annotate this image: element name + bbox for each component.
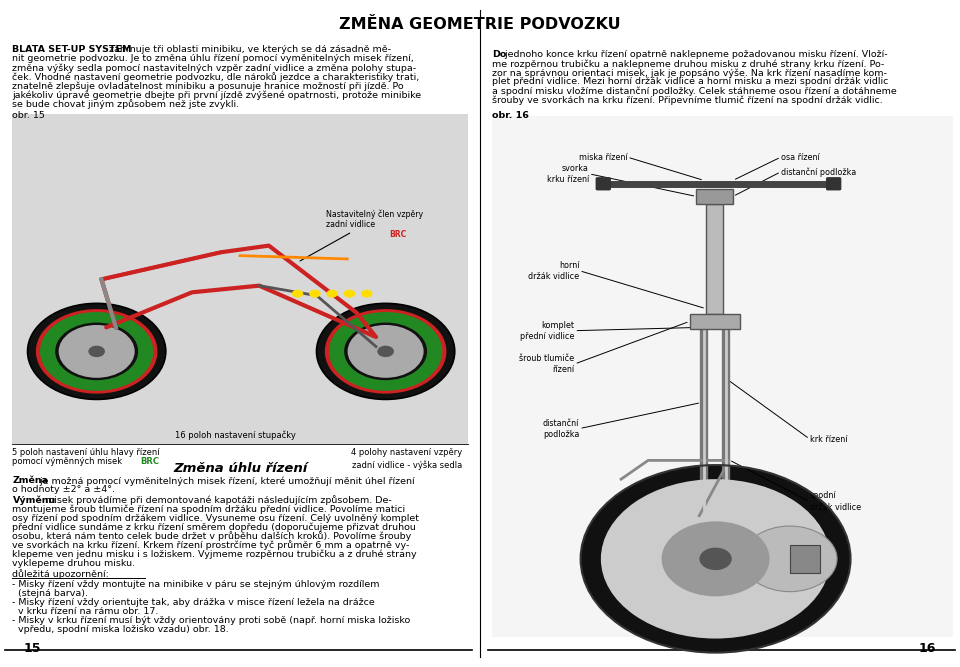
Circle shape: [348, 325, 423, 378]
FancyBboxPatch shape: [706, 204, 723, 314]
Circle shape: [344, 323, 427, 380]
Text: ček. Vhodné nastavení geometrie podvozku, dle nároků jezdce a charakteristiky tr: ček. Vhodné nastavení geometrie podvozku…: [12, 72, 420, 82]
Text: spodní
držák vidlice: spodní držák vidlice: [809, 492, 861, 512]
Circle shape: [601, 479, 830, 638]
Text: a spodní misku vložíme distanční podložky. Celek stáhneme osou řízení a dotáhnem: a spodní misku vložíme distanční podložk…: [492, 86, 898, 95]
Text: plet přední vidlice. Mezi horní držák vidlice a horní misku a mezi spodní držák : plet přední vidlice. Mezi horní držák vi…: [492, 77, 889, 86]
Text: Změna: Změna: [12, 476, 48, 485]
Text: svorka
krku řízení: svorka krku řízení: [546, 163, 588, 184]
Text: BLATA SET-UP SYSTEM: BLATA SET-UP SYSTEM: [12, 45, 135, 54]
FancyBboxPatch shape: [492, 116, 953, 637]
Circle shape: [55, 323, 138, 380]
Text: Výměnu: Výměnu: [12, 496, 56, 505]
Text: komplet
přední vidlice: komplet přední vidlice: [520, 321, 574, 341]
Text: se bude chovat jiným způsobem než jste zvykli.: se bude chovat jiným způsobem než jste z…: [12, 99, 240, 109]
FancyBboxPatch shape: [790, 545, 820, 573]
Text: BRC: BRC: [140, 457, 159, 466]
FancyBboxPatch shape: [696, 189, 732, 204]
Text: zor na správnou orientaci misek, jak je popsáno výše. Na krk řízení nasadíme kom: zor na správnou orientaci misek, jak je …: [492, 68, 887, 77]
Text: Změna úhlu řízení: Změna úhlu řízení: [173, 462, 307, 475]
Text: 16 poloh nastavení stupačky: 16 poloh nastavení stupačky: [175, 430, 296, 440]
Text: jakékoliv úpravě geometrie dbejte při první jízdě zvýšené opatrnosti, protože mi: jakékoliv úpravě geometrie dbejte při pr…: [12, 90, 421, 100]
Circle shape: [377, 346, 394, 357]
Text: ve svorkách na krku řízení. Krkem řízení prostrčíme tyč průměr 6 mm a opatrně vy: ve svorkách na krku řízení. Krkem řízení…: [12, 541, 410, 550]
Circle shape: [88, 346, 105, 357]
Text: - Misky řízení vždy montujte na minibike v páru se stejným úhlovým rozdílem: - Misky řízení vždy montujte na minibike…: [12, 580, 380, 589]
Text: změna výšky sedla pomocí nastavitelných vzpěr zadní vidlice a změna polohy stupa: změna výšky sedla pomocí nastavitelných …: [12, 63, 417, 73]
Circle shape: [581, 465, 851, 652]
Text: osobu, která nám tento celek bude držet v průběhu dalších kroků). Povolíme šroub: osobu, která nám tento celek bude držet …: [12, 532, 412, 542]
Circle shape: [344, 289, 355, 297]
Text: obr. 16: obr. 16: [492, 111, 529, 119]
Text: miska řízení: miska řízení: [579, 153, 627, 161]
Text: montujeme šroub tlumiče řízení na spodním držáku přední vidlice. Povolíme matici: montujeme šroub tlumiče řízení na spodní…: [12, 505, 406, 514]
FancyBboxPatch shape: [826, 177, 841, 191]
Text: osy řízení pod spodním držákem vidlice. Vysuneme osu řízení. Celý uvolněný kompl: osy řízení pod spodním držákem vidlice. …: [12, 514, 420, 522]
Circle shape: [309, 289, 321, 297]
Text: - Misky v krku řízení musí být vždy orientovány proti sobě (např. horní miska lo: - Misky v krku řízení musí být vždy orie…: [12, 616, 411, 625]
Text: šrouby ve svorkách na krku řízení. Připevníme tlumič řízení na spodní držák vidl: šrouby ve svorkách na krku řízení. Připe…: [492, 95, 883, 105]
Text: vyklepeme druhou misku.: vyklepeme druhou misku.: [12, 559, 135, 568]
Text: je možná pomocí vyměnitelných misek řízení, které umožňují měnit úhel řízení: je možná pomocí vyměnitelných misek říze…: [37, 476, 415, 486]
Text: 16: 16: [919, 642, 936, 655]
Circle shape: [317, 303, 455, 400]
Text: Do: Do: [492, 50, 507, 59]
Circle shape: [329, 312, 443, 391]
Circle shape: [292, 289, 303, 297]
Text: osa řízení: osa řízení: [780, 153, 820, 161]
Circle shape: [700, 548, 732, 570]
Text: znatelně zlepšuje ovladatelnost minibiku a posunuje hranice možností při jízdě. : znatelně zlepšuje ovladatelnost minibiku…: [12, 81, 404, 91]
Text: o hodnoty ±2° a ±4°.: o hodnoty ±2° a ±4°.: [12, 486, 115, 494]
Text: (stejná barva).: (stejná barva).: [12, 589, 88, 598]
FancyBboxPatch shape: [689, 314, 739, 329]
Circle shape: [324, 309, 446, 394]
Text: přední vidlice sundáme z krku řízení směrem dopředu (doporučujeme přizvat druhou: přední vidlice sundáme z krku řízení smě…: [12, 523, 417, 532]
Circle shape: [326, 289, 338, 297]
Text: Nastavitelný člen vzpěry
zadní vidlice: Nastavitelný člen vzpěry zadní vidlice: [300, 209, 423, 261]
Circle shape: [743, 526, 837, 592]
Text: vpředu, spodní miska ložisko vzadu) obr. 18.: vpředu, spodní miska ložisko vzadu) obr.…: [12, 625, 229, 634]
Text: horní
držák vidlice: horní držák vidlice: [528, 261, 579, 281]
Text: 5 poloh nastavení úhlu hlavy řízení: 5 poloh nastavení úhlu hlavy řízení: [12, 448, 160, 457]
Text: misek provádíme při demontované kapotáži následujícím způsobem. De-: misek provádíme při demontované kapotáži…: [42, 496, 392, 506]
Text: v krku řízení na rámu obr. 17.: v krku řízení na rámu obr. 17.: [12, 607, 158, 616]
Circle shape: [59, 325, 134, 378]
Text: důležitá upozornění:: důležitá upozornění:: [12, 570, 109, 580]
Text: jednoho konce krku řízení opatrně naklepneme požadovanou misku řízení. Vloží-: jednoho konce krku řízení opatrně naklep…: [502, 50, 888, 59]
Text: BRC: BRC: [389, 230, 406, 239]
Text: me rozpěrnou trubičku a naklepneme druhou misku z druhé strany krku řízení. Po-: me rozpěrnou trubičku a naklepneme druho…: [492, 59, 885, 69]
Text: 4 polohy nastavení vzpěry
zadní vidlice - výška sedla: 4 polohy nastavení vzpěry zadní vidlice …: [351, 448, 463, 470]
Text: nit geometrie podvozku. Je to změna úhlu řízení pomocí vyměnitelných misek řízen: nit geometrie podvozku. Je to změna úhlu…: [12, 54, 414, 63]
Text: ZMĚNA GEOMETRIE PODVOZKU: ZMĚNA GEOMETRIE PODVOZKU: [339, 17, 621, 31]
Text: distanční
podložka: distanční podložka: [543, 419, 579, 439]
Text: šroub tlumiče
řízení: šroub tlumiče řízení: [519, 354, 574, 374]
Circle shape: [28, 303, 166, 400]
Text: pomocí výměnných misek: pomocí výměnných misek: [12, 457, 125, 466]
FancyBboxPatch shape: [595, 177, 611, 191]
Text: 15: 15: [24, 642, 41, 655]
Circle shape: [361, 289, 372, 297]
FancyBboxPatch shape: [12, 114, 468, 444]
Circle shape: [661, 522, 770, 596]
Circle shape: [40, 312, 154, 391]
Text: matice osy
řízení: matice osy řízení: [730, 580, 774, 600]
Text: krk řízení: krk řízení: [809, 434, 847, 444]
Text: - Misky řízení vždy orientujte tak, aby drážka v misce řízení ležela na drážce: - Misky řízení vždy orientujte tak, aby …: [12, 598, 375, 607]
Text: klepeme ven jednu misku i s ložiskem. Vyjmeme rozpěrnou trubičku a z druhé stran: klepeme ven jednu misku i s ložiskem. Vy…: [12, 550, 417, 559]
Circle shape: [36, 309, 157, 394]
Text: zahrnuje tři oblasti minibiku, ve kterých se dá zásadně mě-: zahrnuje tři oblasti minibiku, ve kterýc…: [109, 45, 392, 54]
Text: distanční podložka: distanční podložka: [780, 167, 856, 177]
Text: obr. 15: obr. 15: [12, 111, 45, 120]
